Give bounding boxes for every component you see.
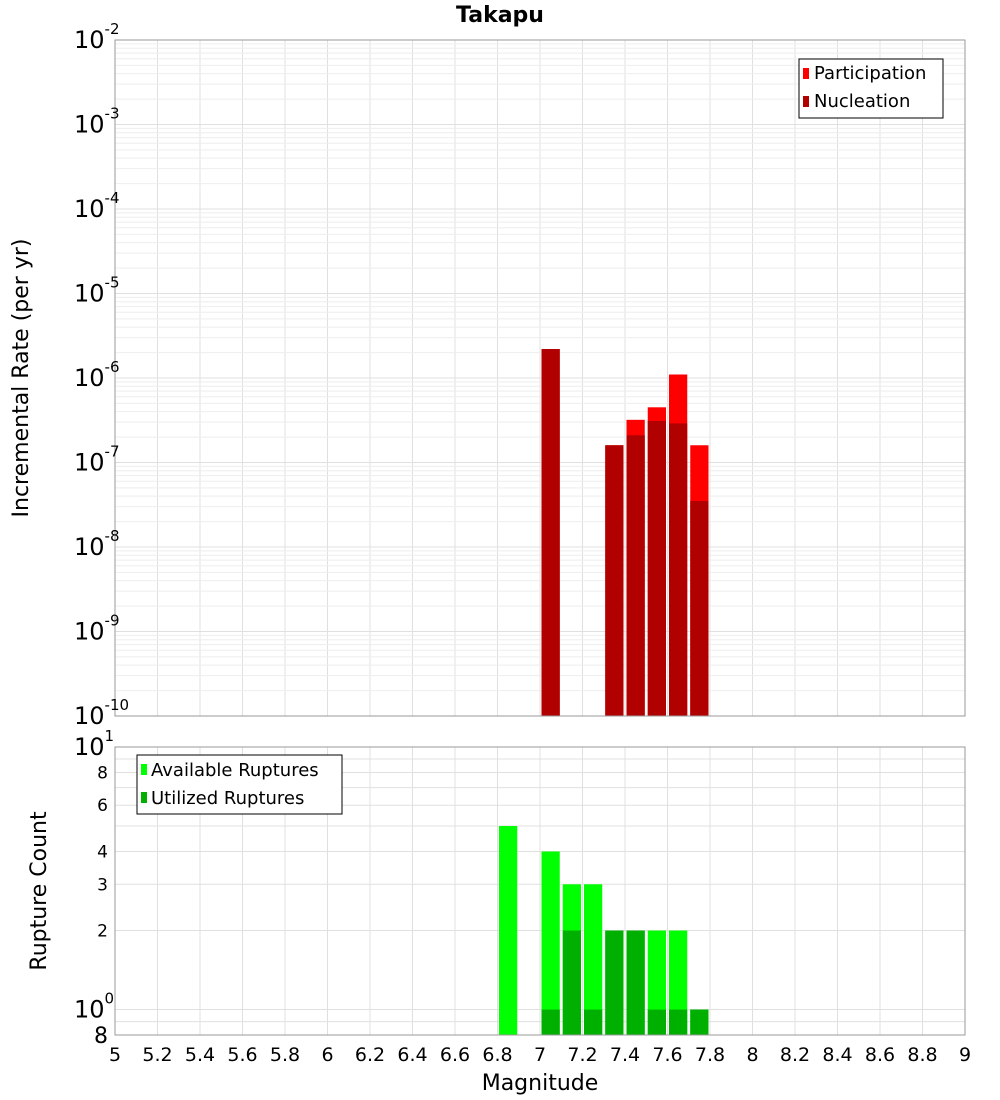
- nucleation-bar: [669, 423, 688, 716]
- legend-utilized-label: Utilized Ruptures: [151, 788, 304, 809]
- utilized-ruptures-bar: [626, 930, 645, 1035]
- utilized-ruptures-bar: [647, 1009, 666, 1035]
- top-y-tick-label: 10-7: [74, 443, 120, 477]
- nucleation-bar: [626, 435, 645, 716]
- bottom-legend: Available Ruptures Utilized Ruptures: [136, 754, 343, 815]
- nucleation-bar: [647, 420, 666, 716]
- top-y-tick-label: 10-8: [74, 527, 120, 561]
- x-tick-label: 7.6: [652, 1044, 682, 1066]
- utilized-ruptures-bar: [690, 1009, 709, 1035]
- x-tick-label: 8.8: [907, 1044, 937, 1066]
- bottom-y-tick-label: 3: [97, 875, 108, 895]
- bottom-legend-box: [136, 754, 343, 815]
- bottom-y-tick-label: 100: [74, 990, 114, 1024]
- x-tick-label: 7.4: [610, 1044, 640, 1066]
- available-ruptures-bar: [584, 884, 603, 1035]
- x-tick-labels: 5 5.2 5.4 5.6 5.8 6 6.2 6.4 6.6 6.8 7 7.2 7.4 7.6 7.8 8…: [109, 1044, 971, 1066]
- x-tick-label: 6.2: [355, 1044, 385, 1066]
- top-bars: [541, 349, 709, 716]
- top-legend-box: [798, 58, 944, 119]
- x-tick-label: 6.6: [440, 1044, 470, 1066]
- legend-available-label: Available Ruptures: [151, 760, 319, 781]
- x-tick-label: 8.6: [865, 1044, 895, 1066]
- bottom-y-tick-label: 8: [94, 1024, 108, 1049]
- nucleation-bar: [690, 501, 709, 716]
- x-tick-label: 6.8: [482, 1044, 512, 1066]
- bottom-y-tick-label: 4: [97, 842, 108, 862]
- x-tick-label: 9: [959, 1044, 971, 1066]
- top-y-tick-label: 10-5: [74, 274, 120, 308]
- bottom-y-tick-label: 2: [97, 922, 108, 942]
- top-y-tick-label: 10-4: [74, 189, 120, 223]
- x-tick-label: 5.4: [185, 1044, 215, 1066]
- top-y-tick-label: 10-3: [74, 105, 120, 139]
- x-tick-label: 6.4: [397, 1044, 427, 1066]
- legend-participation-swatch: [803, 68, 809, 79]
- nucleation-bar: [605, 445, 624, 716]
- x-tick-label: 5.2: [142, 1044, 172, 1066]
- legend-nucleation-label: Nucleation: [814, 91, 910, 112]
- bottom-y-tick-label: 101: [74, 727, 114, 761]
- utilized-ruptures-bar: [605, 930, 624, 1035]
- top-grid: [114, 39, 966, 717]
- x-tick-label: 6: [321, 1044, 333, 1066]
- utilized-ruptures-bar: [584, 1009, 603, 1035]
- utilized-ruptures-bar: [669, 1009, 688, 1035]
- legend-nucleation-swatch: [803, 96, 809, 107]
- top-plot-border: [114, 39, 966, 717]
- x-tick-label: 5.8: [270, 1044, 300, 1066]
- top-y-tick-label: 10-9: [74, 612, 120, 646]
- legend-utilized-swatch: [141, 792, 147, 803]
- top-y-tick-label: 10-6: [74, 358, 120, 392]
- incremental-rate-panel: 10-10 10-9 10-8 10-7 10-6 10-5 10-4 10-3 10-2 In…: [9, 20, 966, 730]
- top-y-tick-label: 10-2: [74, 20, 120, 54]
- bottom-y-axis-title: Rupture Count: [27, 811, 52, 971]
- x-tick-label: 5.6: [227, 1044, 257, 1066]
- bottom-y-tick-label: 8: [97, 763, 108, 783]
- top-y-tick-label: 10-10: [74, 696, 129, 730]
- x-tick-label: 7.8: [695, 1044, 725, 1066]
- available-ruptures-bar: [541, 851, 560, 1035]
- available-ruptures-bar: [499, 826, 518, 1035]
- x-tick-label: 7.2: [567, 1044, 597, 1066]
- available-ruptures-bar: [647, 930, 666, 1035]
- utilized-ruptures-bar: [562, 930, 581, 1035]
- nucleation-bar: [541, 349, 560, 716]
- top-y-tick-labels: 10-10 10-9 10-8 10-7 10-6 10-5 10-4 10-3 10-2: [74, 20, 129, 730]
- legend-participation-label: Participation: [814, 63, 926, 84]
- chart-title: Takapu: [456, 3, 544, 28]
- x-tick-label: 8.4: [822, 1044, 852, 1066]
- top-y-axis-title: Incremental Rate (per yr): [9, 239, 34, 518]
- bottom-plot-border: [114, 746, 966, 1036]
- x-tick-label: 8.2: [780, 1044, 810, 1066]
- x-tick-label: 5: [109, 1044, 121, 1066]
- available-ruptures-bar: [669, 930, 688, 1035]
- utilized-ruptures-bar: [541, 1009, 560, 1035]
- bottom-bars: [499, 826, 709, 1035]
- x-axis-title: Magnitude: [482, 1071, 599, 1096]
- x-tick-label: 7: [534, 1044, 546, 1066]
- legend-available-swatch: [141, 764, 147, 775]
- bottom-y-tick-label: 6: [97, 796, 108, 816]
- x-tick-label: 8: [746, 1044, 758, 1066]
- top-legend: Participation Nucleation: [798, 58, 944, 119]
